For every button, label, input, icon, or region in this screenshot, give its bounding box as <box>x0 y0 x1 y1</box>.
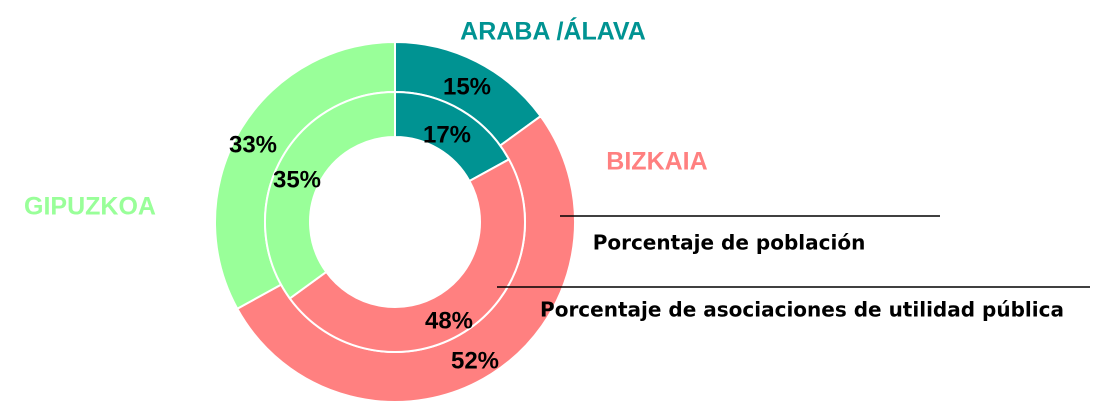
value-label: 35% <box>273 166 321 193</box>
category-label: ARABA /ÁLAVA <box>460 17 646 46</box>
category-label: GIPUZKOA <box>24 193 156 221</box>
value-label: 17% <box>423 121 471 148</box>
value-label: 15% <box>443 73 491 100</box>
value-label: 52% <box>451 347 499 374</box>
category-label: BIZKAIA <box>606 148 707 176</box>
value-label: 48% <box>425 307 473 334</box>
donut-segment <box>288 158 526 353</box>
donut-segment <box>264 90 396 300</box>
value-label: 33% <box>229 131 277 158</box>
series-label: Porcentaje de asociaciones de utilidad p… <box>540 298 1064 322</box>
series-label: Porcentaje de población <box>593 231 866 255</box>
